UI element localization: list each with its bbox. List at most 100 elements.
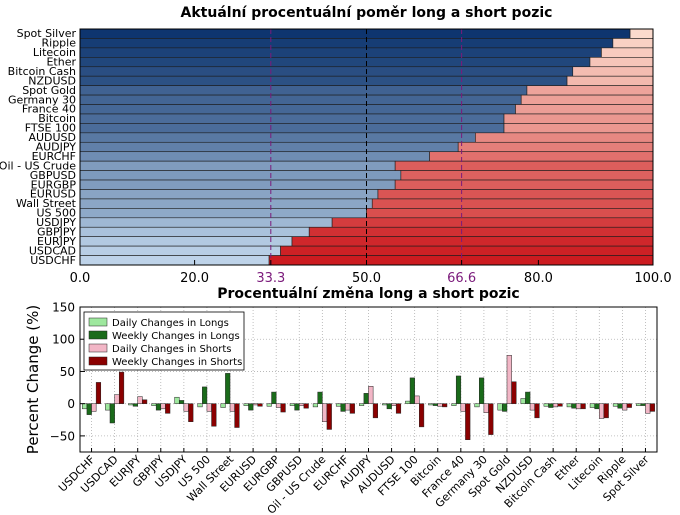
change-bar <box>206 403 212 412</box>
change-bar <box>626 403 632 408</box>
change-bar <box>640 403 646 406</box>
change-bar <box>349 403 355 414</box>
change-bar <box>497 403 503 411</box>
change-bar <box>359 403 365 406</box>
change-bar <box>151 403 157 406</box>
change-bar <box>414 395 420 404</box>
change-bar <box>479 377 485 404</box>
change-bar <box>275 403 282 408</box>
short-bar <box>268 255 654 266</box>
long-bar <box>79 104 516 115</box>
change-bar <box>525 391 531 404</box>
change-bar <box>368 386 374 404</box>
change-bar <box>363 393 369 404</box>
change-bar <box>345 403 351 411</box>
change-bar <box>155 403 162 411</box>
short-bar <box>331 217 654 228</box>
long-bar <box>79 208 367 219</box>
change-bar <box>502 403 508 412</box>
change-bar <box>335 403 342 407</box>
change-bar <box>252 403 258 406</box>
change-bar <box>372 403 378 419</box>
change-bar <box>142 399 148 404</box>
change-bar <box>118 371 125 404</box>
short-bar <box>503 123 654 134</box>
change-bar <box>428 403 434 406</box>
long-bar <box>79 198 373 209</box>
category-label: France 40 <box>22 103 76 116</box>
change-bar <box>506 355 512 404</box>
long-bar <box>79 38 614 49</box>
legend-swatch <box>88 317 108 327</box>
change-bar <box>289 403 295 406</box>
long-bar <box>79 75 568 86</box>
change-bar <box>474 403 480 408</box>
change-bar <box>460 403 466 412</box>
change-bar <box>243 403 249 406</box>
change-bar <box>317 391 323 404</box>
x-tick-label: 0.0 <box>70 271 91 286</box>
change-bar <box>160 403 166 410</box>
short-bar <box>400 170 654 181</box>
change-bar <box>234 403 240 428</box>
x-tick-label: 20.0 <box>180 271 209 286</box>
change-bar <box>220 403 226 408</box>
long-bar <box>79 170 402 181</box>
change-bar <box>105 403 111 411</box>
change-bar <box>211 403 217 427</box>
short-bar <box>394 160 654 171</box>
long-bar <box>79 179 396 190</box>
short-bar <box>566 75 654 86</box>
category-label: Oil - US Crude <box>0 159 76 172</box>
short-bar <box>394 179 654 190</box>
long-bar <box>79 66 574 77</box>
change-bar <box>132 403 138 407</box>
change-bar <box>202 386 208 404</box>
change-bar <box>386 403 392 410</box>
change-bar <box>451 403 457 406</box>
short-bar <box>429 151 654 162</box>
category-label: Spot Gold <box>22 84 76 97</box>
change-bar <box>465 403 471 441</box>
change-bar <box>86 403 92 415</box>
short-bar <box>503 113 654 124</box>
y-tick-label: 0 <box>67 397 75 411</box>
change-bar <box>529 403 535 411</box>
short-bar <box>308 226 654 237</box>
change-bar <box>114 394 120 404</box>
legend-swatch <box>88 343 108 353</box>
short-bar <box>366 208 654 219</box>
category-label: GBPUSD <box>30 169 76 182</box>
change-bar <box>303 403 309 409</box>
change-bar <box>603 403 609 419</box>
change-bar <box>266 403 272 407</box>
long-bar <box>79 47 602 58</box>
short-bar <box>475 132 654 143</box>
change-bar <box>432 403 438 406</box>
category-label: USDCAD <box>29 244 76 257</box>
category-label: Spot Silver <box>17 27 77 40</box>
category-label: FTSE 100 <box>25 122 76 135</box>
change-bar <box>280 403 286 413</box>
x-tick-label: 50.0 <box>352 271 381 286</box>
legend-box <box>83 311 245 371</box>
category-label: EURGBP <box>31 178 77 191</box>
category-label: AUDUSD <box>28 131 76 144</box>
change-bar <box>543 403 549 407</box>
category-label: Litecoin <box>33 46 76 59</box>
change-bar <box>437 403 443 407</box>
change-bar <box>271 391 277 404</box>
change-bar <box>391 403 397 406</box>
y-tick-label: −50 <box>50 429 75 443</box>
change-bar <box>395 403 402 414</box>
long-bar <box>79 255 270 266</box>
change-bar <box>589 403 595 408</box>
change-bar <box>137 396 143 404</box>
change-bar <box>580 403 586 410</box>
category-label: EURCHF <box>32 150 76 163</box>
long-bar <box>79 28 631 39</box>
change-bar <box>599 403 605 419</box>
long-bar <box>79 217 333 228</box>
long-bar <box>79 57 591 68</box>
